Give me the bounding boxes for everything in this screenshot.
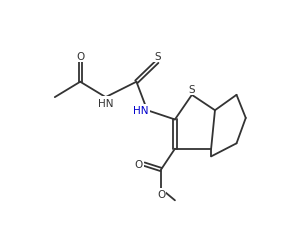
Text: S: S <box>189 85 195 95</box>
Text: O: O <box>157 190 165 199</box>
Text: O: O <box>135 160 143 169</box>
Text: HN: HN <box>98 98 113 108</box>
Text: O: O <box>76 52 84 62</box>
Text: HN: HN <box>133 106 149 116</box>
Text: S: S <box>154 52 161 62</box>
